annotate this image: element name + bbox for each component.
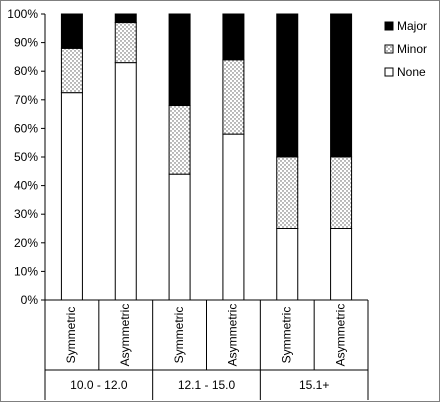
bar-segment-none — [168, 173, 191, 301]
bar-segment-major — [168, 13, 191, 107]
bar-segment-minor — [168, 105, 191, 175]
y-tick-label: 100% — [7, 7, 38, 21]
bar-segment-major — [60, 13, 83, 49]
bar-segment-major — [114, 13, 137, 24]
bar-segment-none — [60, 92, 83, 301]
y-tick-label: 70% — [14, 93, 38, 107]
legend-swatch-major — [384, 21, 394, 31]
legend-label-none: None — [397, 65, 426, 79]
x-group-label: 12.1 - 15.0 — [178, 378, 236, 392]
y-tick-label: 80% — [14, 64, 38, 78]
bar-segment-minor — [330, 156, 353, 229]
bar-segment-minor — [222, 59, 245, 135]
bar-segment-minor — [114, 22, 137, 64]
x-category-label: Asymmetric — [118, 304, 132, 367]
bar-segment-major — [222, 13, 245, 61]
x-group-label: 10.0 - 12.0 — [70, 378, 128, 392]
legend-swatch-minor — [384, 44, 394, 54]
y-tick-label: 50% — [14, 150, 38, 164]
legend-swatch-none — [384, 67, 394, 77]
x-category-label: Symmetric — [279, 307, 293, 364]
bar-segment-none — [330, 228, 353, 301]
y-tick-label: 90% — [14, 36, 38, 50]
x-category-label: Asymmetric — [333, 304, 347, 367]
bar-segment-minor — [276, 156, 299, 229]
x-category-label: Symmetric — [64, 307, 78, 364]
bar-segment-minor — [60, 47, 83, 94]
x-category-label: Asymmetric — [226, 304, 240, 367]
y-tick-label: 0% — [21, 293, 39, 307]
y-tick-label: 10% — [14, 264, 38, 278]
x-group-label: 15.1+ — [299, 378, 329, 392]
y-tick-label: 20% — [14, 236, 38, 250]
x-category-label: Symmetric — [172, 307, 186, 364]
bar-segment-major — [276, 13, 299, 158]
bar-segment-none — [222, 133, 245, 301]
y-tick-label: 60% — [14, 121, 38, 135]
legend-label-major: Major — [397, 19, 427, 33]
y-tick-label: 40% — [14, 179, 38, 193]
legend-label-minor: Minor — [397, 42, 427, 56]
bar-segment-none — [114, 62, 137, 301]
bar-segment-major — [330, 13, 353, 158]
y-tick-label: 30% — [14, 207, 38, 221]
bar-segment-none — [276, 228, 299, 301]
